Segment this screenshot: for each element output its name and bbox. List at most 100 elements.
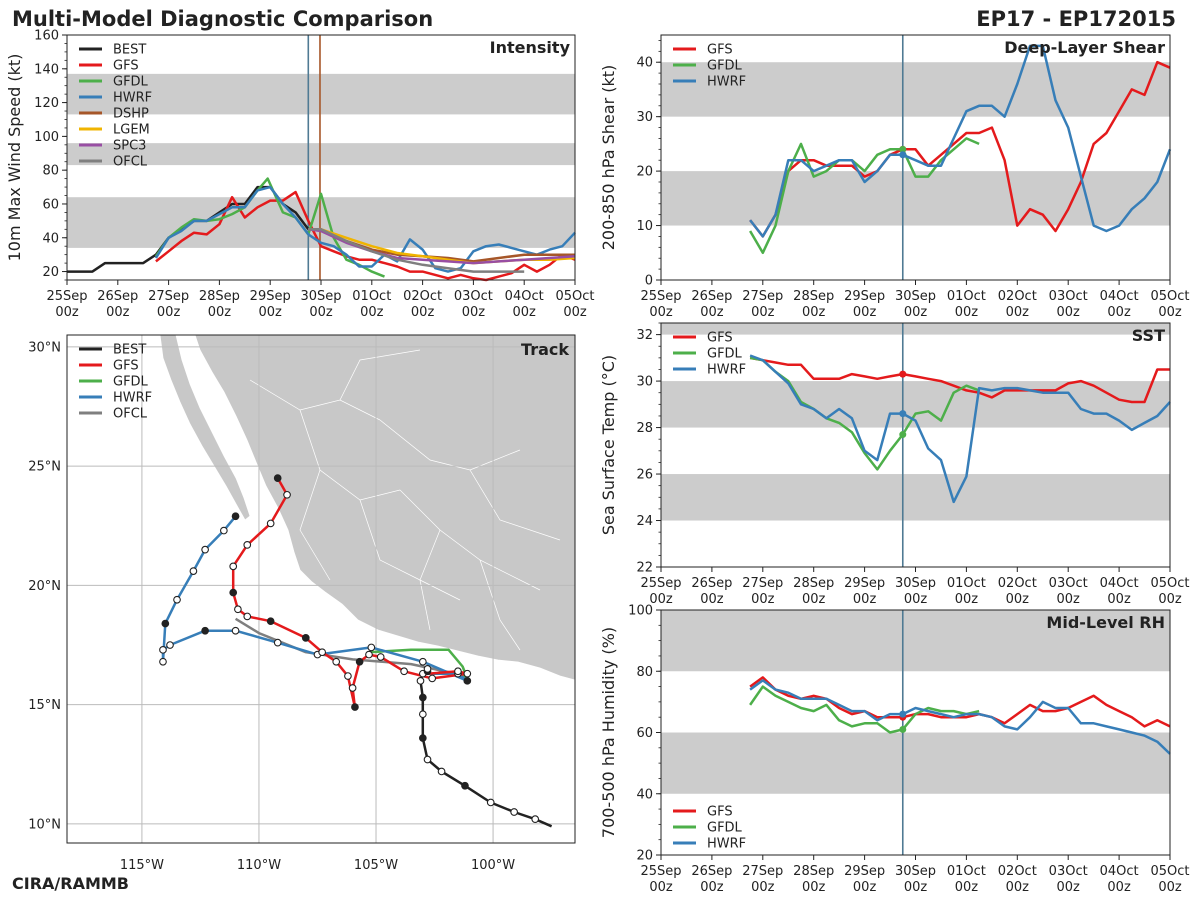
sst-y-tick-label: 24 (636, 514, 653, 529)
sst-x-tick-label: 00z (955, 592, 979, 607)
sst-x-tick-label: 03Oct (1049, 576, 1088, 591)
rh-x-tick-label: 00z (1057, 880, 1081, 895)
track-hwrf-point (463, 676, 472, 685)
intensity-y-tick-label: 40 (42, 231, 59, 246)
shear-series-hwrf (749, 44, 1172, 238)
rh-series-hwrf (749, 679, 1171, 755)
track-gfs-point (229, 588, 238, 597)
shear-marker-hwrf (899, 151, 907, 159)
credit-label: CIRA/RAMMB (12, 874, 129, 893)
rh-marker-hwrf (899, 710, 907, 718)
rh-x-tick-label: 00z (649, 880, 673, 895)
intensity-x-tick-label: 04Oct (505, 289, 544, 304)
rh-x-tick-label: 00z (751, 880, 775, 895)
shear-x-tick-label: 00z (751, 305, 775, 320)
track-hwrf-point (219, 526, 228, 535)
intensity-y-axis-label: 10m Max Wind Speed (kt) (5, 54, 24, 262)
sst-band-2 (661, 323, 1170, 335)
track-gfs-point (229, 562, 238, 571)
rh-x-tick-label: 27Sep (742, 864, 783, 879)
track-gfs-point (332, 657, 341, 666)
sst-x-tick-label: 01Oct (947, 576, 986, 591)
track-best-point (416, 676, 425, 685)
figure-title: Multi-Model Diagnostic Comparison (12, 7, 433, 31)
sst-x-tick-label: 00z (1158, 592, 1182, 607)
rh-y-tick-label: 40 (636, 787, 653, 802)
shear-x-tick-label: 00z (955, 305, 979, 320)
baja-california (159, 335, 251, 521)
intensity-series-hwrf (154, 185, 576, 273)
sst-series-gfdl (749, 356, 980, 471)
rh-x-tick-label: 00z (904, 880, 928, 895)
rh-y-tick-label: 80 (636, 665, 653, 680)
shear-y-tick-label: 40 (636, 56, 653, 71)
intensity-y-tick-label: 20 (42, 265, 59, 280)
sst-y-tick-label: 26 (636, 468, 653, 483)
track-hwrf-point (189, 567, 198, 575)
track-best-point (461, 781, 469, 790)
rh-x-tick-label: 30Sep (895, 864, 936, 879)
intensity-x-tick-label: 27Sep (148, 289, 189, 304)
track-gfs-point (266, 617, 275, 626)
map-lon-label: 115°W (120, 858, 164, 873)
intensity-legend-label-spc3: SPC3 (113, 139, 146, 154)
mexico-mainland (194, 335, 575, 681)
sst-x-tick-label: 00z (1057, 592, 1081, 607)
intensity-band-0 (67, 197, 575, 248)
intensity-x-tick-label: 00z (462, 305, 486, 320)
rh-x-tick-label: 00z (1158, 880, 1182, 895)
shear-x-tick-label: 26Sep (691, 289, 732, 304)
rh-x-tick-label: 04Oct (1100, 864, 1139, 879)
rh-x-tick-label: 26Sep (691, 864, 732, 879)
track-gfs-point (243, 541, 252, 549)
sst-x-tick-label: 00z (1107, 592, 1131, 607)
sst-band-0 (661, 474, 1170, 521)
track-frame (66, 334, 576, 844)
sst-series-hwrf (749, 354, 1171, 504)
track-legend-label-hwrf: HWRF (113, 391, 152, 406)
track-hwrf-point (166, 641, 174, 649)
track-gfs-point (301, 634, 310, 642)
track-hwrf-point (159, 645, 167, 654)
intensity-x-tick-label: 00z (309, 305, 333, 320)
rh-x-tick-label: 01Oct (947, 864, 986, 879)
track-gfs-point (355, 657, 364, 666)
intensity-y-tick-label: 140 (34, 62, 59, 77)
track-best-point (486, 798, 495, 807)
track-gfs-point (454, 667, 462, 676)
intensity-legend-label-ofcl: OFCL (113, 155, 148, 170)
rh-legend-label-gfdl: GFDL (707, 821, 743, 836)
rh-band-0 (661, 732, 1170, 794)
track-hwrf-point (418, 657, 427, 666)
intensity-x-tick-label: 00z (360, 305, 384, 320)
sst-y-tick-label: 22 (636, 561, 653, 576)
intensity-x-tick-label: 00z (563, 305, 587, 320)
intensity-legend-label-gfs: GFS (113, 59, 139, 74)
sst-x-tick-label: 00z (700, 592, 724, 607)
sst-y-axis-label: Sea Surface Temp (°C) (599, 355, 618, 535)
intensity-x-tick-label: 29Sep (250, 289, 291, 304)
track-gfs-point (428, 674, 437, 683)
intensity-x-tick-label: 00z (411, 305, 435, 320)
track-legend-label-best: BEST (113, 343, 146, 358)
state-borders (249, 349, 561, 651)
map-lon-label: 105°W (354, 858, 398, 873)
rh-x-tick-label: 28Sep (793, 864, 834, 879)
sst-x-tick-label: 00z (751, 592, 775, 607)
sst-marker-gfdl (899, 431, 907, 439)
rh-y-tick-label: 20 (636, 849, 653, 864)
intensity-legend-label-best: BEST (113, 43, 146, 58)
sst-x-tick-label: 29Sep (844, 576, 885, 591)
shear-series-gfs (749, 60, 1171, 238)
shear-legend-label-hwrf: HWRF (707, 75, 746, 90)
shear-x-tick-label: 00z (853, 305, 877, 320)
rh-y-tick-label: 60 (636, 726, 653, 741)
sst-legend-label-gfs: GFS (707, 331, 733, 346)
intensity-x-tick-label: 25Sep (46, 289, 87, 304)
track-hwrf-point (231, 626, 240, 635)
shear-x-tick-label: 30Sep (895, 289, 936, 304)
map-lat-label: 15°N (28, 698, 61, 713)
sst-x-tick-label: 02Oct (998, 576, 1037, 591)
track-panel-title: Track (521, 340, 569, 359)
